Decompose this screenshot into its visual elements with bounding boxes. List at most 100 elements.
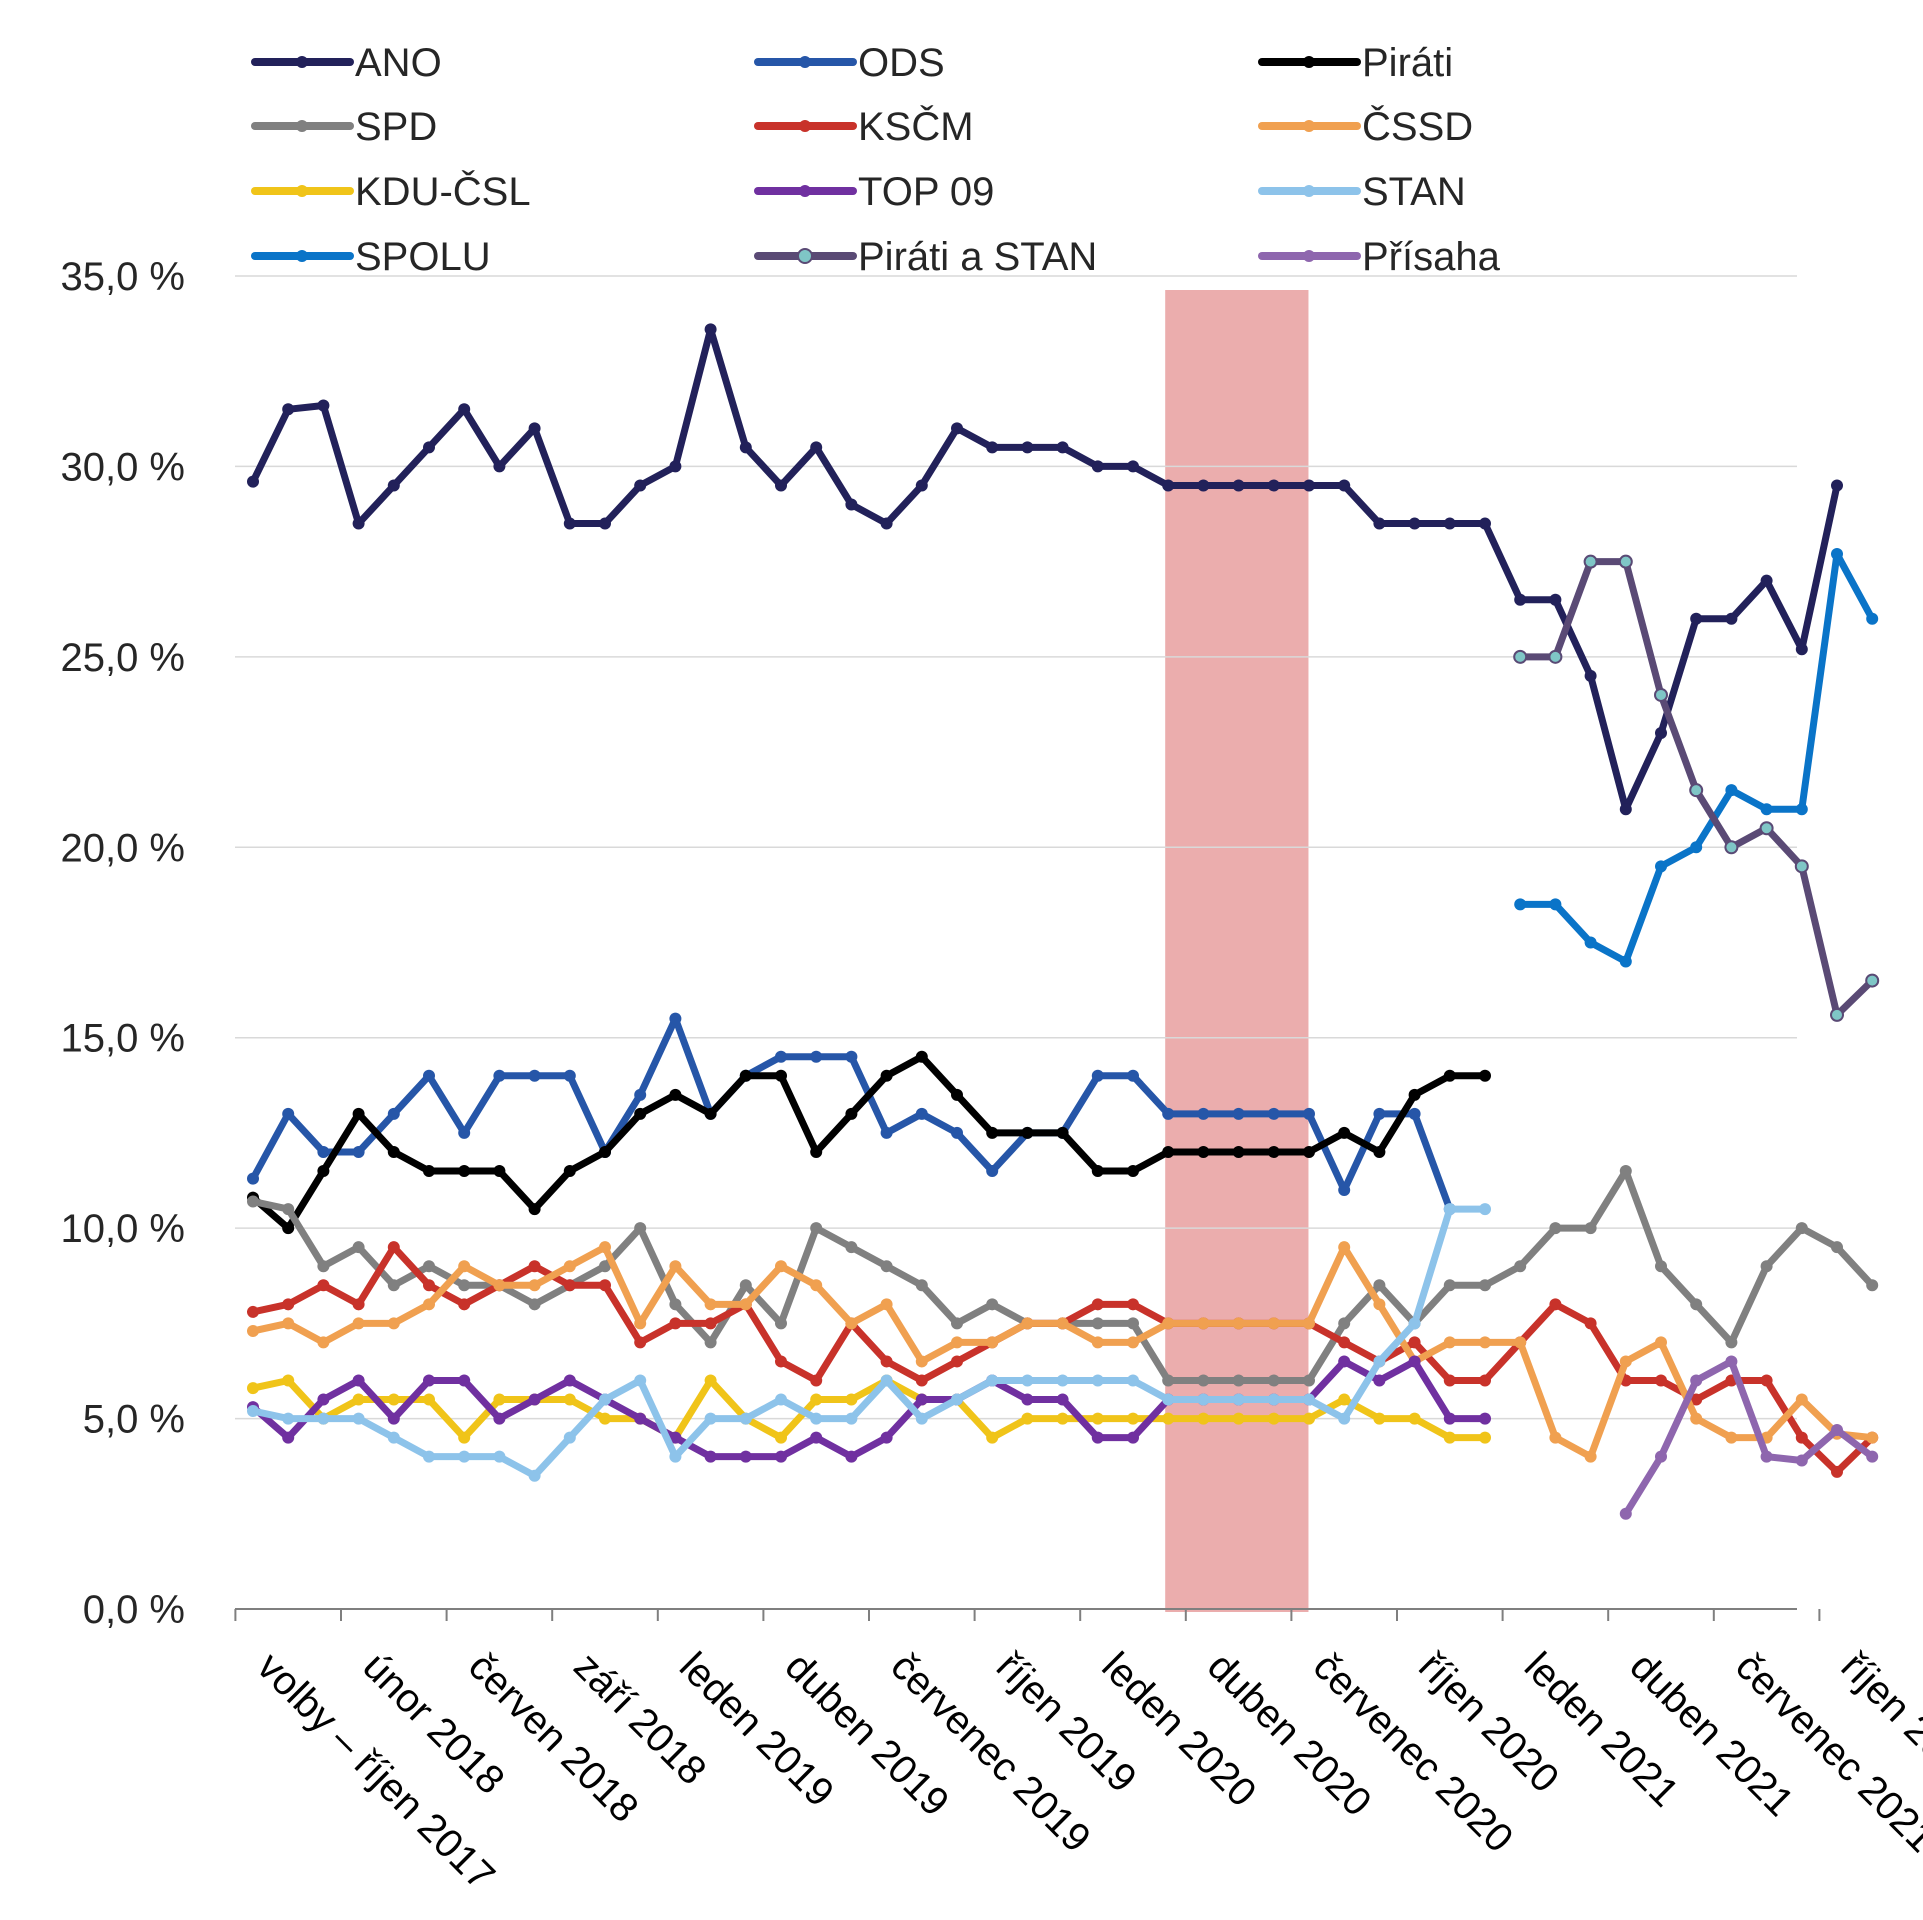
data-point [1373, 1374, 1386, 1387]
data-point [1373, 1355, 1386, 1368]
data-point [669, 1298, 682, 1311]
data-point [1443, 1203, 1456, 1216]
data-point [845, 1050, 858, 1063]
data-point [563, 1393, 576, 1406]
data-point [352, 517, 365, 530]
data-point [1408, 517, 1421, 530]
data-point [775, 1355, 787, 1368]
data-point [1655, 727, 1667, 740]
data-point [1021, 1126, 1034, 1139]
data-point [1127, 1412, 1139, 1425]
data-point [1549, 593, 1562, 606]
data-point [387, 1431, 400, 1444]
data-point [986, 1298, 999, 1311]
data-point [810, 1050, 823, 1063]
data-point [1373, 1279, 1386, 1292]
series-ano [247, 323, 1843, 816]
data-point [1267, 1317, 1280, 1330]
data-point [1162, 1374, 1175, 1387]
data-point [915, 1412, 928, 1425]
data-point [1866, 1450, 1879, 1463]
data-point [247, 1305, 259, 1318]
data-point [775, 1050, 787, 1063]
data-point [317, 399, 330, 412]
data-point [1162, 1393, 1175, 1406]
data-point [563, 517, 576, 530]
data-point [1443, 517, 1456, 530]
data-point [1725, 1336, 1738, 1349]
legend-item-kscm: KSČM [754, 104, 974, 149]
data-point [1865, 973, 1880, 988]
data-point [1373, 1107, 1386, 1120]
data-point [282, 1203, 295, 1216]
legend-marker [296, 120, 308, 132]
data-point [423, 1165, 435, 1178]
data-point [493, 460, 506, 473]
legend-item-top-09: TOP 09 [754, 170, 994, 214]
data-point [1021, 1412, 1034, 1425]
data-point [669, 1317, 682, 1330]
data-point [1724, 840, 1739, 855]
legend-marker [799, 120, 811, 132]
data-point [1760, 803, 1773, 816]
data-point [1091, 1165, 1104, 1178]
highlight-band-layer [1165, 290, 1309, 1612]
data-point [1303, 1145, 1315, 1158]
data-point [1866, 612, 1879, 625]
data-point [352, 1241, 365, 1254]
data-point [1866, 1431, 1879, 1444]
data-point [317, 1412, 330, 1425]
data-point [1056, 1126, 1069, 1139]
data-point [528, 1393, 541, 1406]
data-point [1514, 898, 1527, 911]
y-tick-label: 0,0 % [83, 1588, 185, 1632]
data-point [1338, 1393, 1351, 1406]
data-point [599, 1241, 611, 1254]
data-point [845, 1241, 858, 1254]
legend-label: KDU-ČSL [355, 169, 531, 214]
legend-label: ANO [355, 41, 442, 85]
data-point [951, 1355, 963, 1368]
legend-marker [1303, 56, 1315, 68]
data-point [1232, 1317, 1245, 1330]
data-point [563, 1260, 576, 1273]
data-point [1479, 1203, 1491, 1216]
data-point [986, 1165, 999, 1178]
data-point [1408, 1107, 1421, 1120]
data-point [915, 1393, 928, 1406]
data-point [1373, 1412, 1386, 1425]
series-line [249, 1243, 1876, 1461]
data-point [599, 1412, 611, 1425]
data-point [1725, 784, 1738, 797]
data-point [423, 1260, 435, 1273]
data-point [387, 1412, 400, 1425]
data-point [880, 1260, 893, 1273]
data-point [1303, 479, 1315, 492]
data-point [1549, 1222, 1562, 1235]
series-line [249, 325, 1841, 813]
legend-marker [1303, 185, 1315, 197]
data-point [845, 1450, 858, 1463]
legend-item-pirati-a-stan: Piráti a STAN [754, 235, 1097, 279]
series-pirati-a-stan [1513, 554, 1880, 1022]
data-point [1830, 1007, 1844, 1022]
data-point [634, 479, 647, 492]
data-point [1127, 1431, 1139, 1444]
data-point [317, 1165, 330, 1178]
data-point [986, 1374, 999, 1387]
data-point [951, 1088, 963, 1101]
series-cssd [247, 1241, 1879, 1463]
data-point [1338, 1241, 1351, 1254]
data-point [1408, 1355, 1421, 1368]
data-point [1127, 460, 1139, 473]
data-point [634, 1317, 647, 1330]
data-point [599, 1279, 611, 1292]
data-point [1584, 1317, 1597, 1330]
data-point [1267, 1107, 1280, 1120]
legend-label: ODS [858, 41, 945, 85]
legend-label: STAN [1362, 170, 1466, 214]
data-point [282, 1412, 295, 1425]
data-point [880, 1355, 893, 1368]
data-point [352, 1412, 365, 1425]
